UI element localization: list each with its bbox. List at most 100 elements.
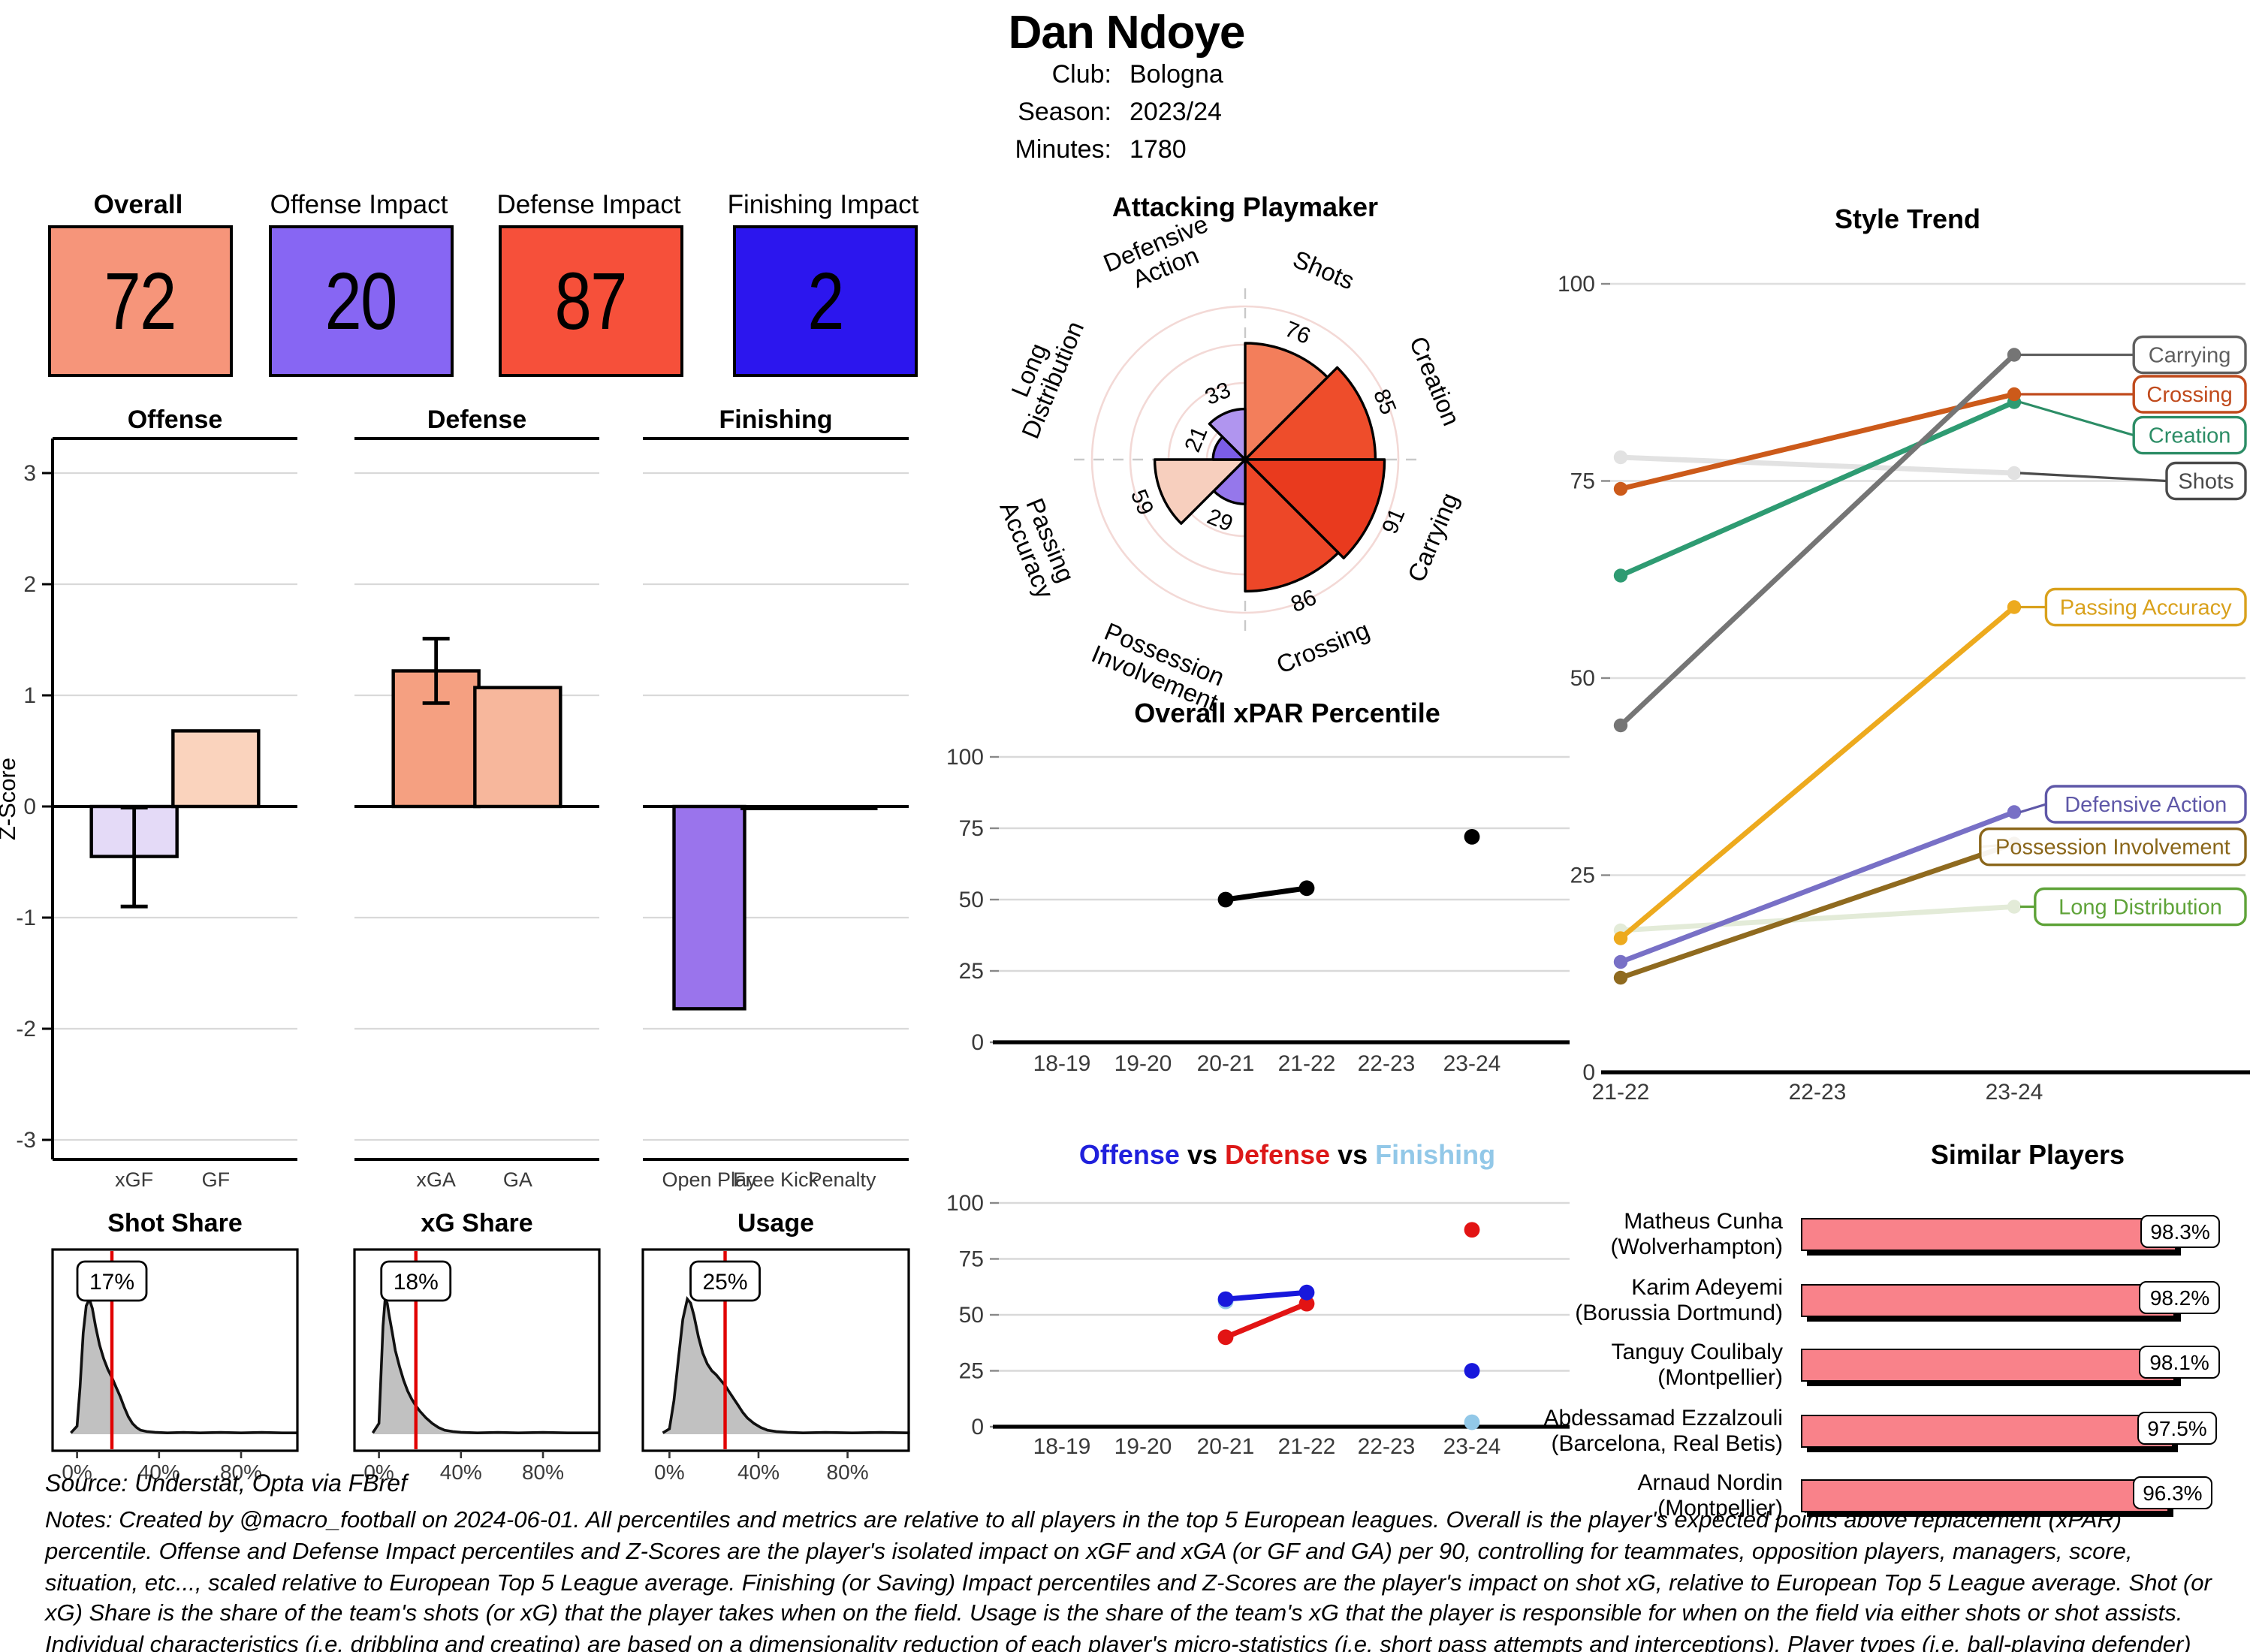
similarity-bar — [1801, 1218, 2176, 1251]
density-fill — [662, 1299, 910, 1434]
offense-impact-score: 20 — [325, 256, 398, 346]
series-label: Defensive Action — [2064, 793, 2227, 817]
similar-players-title: Similar Players — [1930, 1140, 2125, 1170]
footer-notes: Source: Understat, Opta via FBref Notes:… — [45, 1472, 2220, 1652]
y-tick-label: 25 — [959, 959, 984, 984]
bar-label: Free Kick — [733, 1168, 819, 1191]
similar-player-row: Abdessamad Ezzalzouli (Barcelona, Real Be… — [1502, 1398, 2253, 1464]
y-tick-label: 0 — [23, 794, 36, 819]
point-Finishing — [1464, 1414, 1480, 1430]
x-tick-label: 19-20 — [1114, 1434, 1172, 1459]
share-value-box — [380, 1260, 452, 1302]
sector-value: 33 — [1202, 378, 1234, 410]
offense-defense-finishing-line-chart: Offense vs Defense vs Finishing 0 25 50 75 10… — [946, 1139, 1570, 1459]
notes-text: Notes: Created by @macro_football on 202… — [45, 1508, 2212, 1652]
category-label: Carrying — [1402, 489, 1464, 586]
series-line-Passing Accuracy — [1618, 604, 2017, 941]
point-Passing Accuracy — [2007, 600, 2022, 614]
series-label-box — [2044, 587, 2247, 627]
share-value: 18% — [394, 1270, 439, 1295]
point-xPAR — [1298, 880, 1315, 897]
radar-title: Attacking Playmaker — [1112, 191, 1378, 222]
series-line-Shots — [1618, 454, 2017, 476]
density-title: Shot Share — [107, 1209, 242, 1237]
similarity-bar — [1801, 1479, 2169, 1512]
player-name: Arnaud Nordin (Montpellier) — [1637, 1470, 1783, 1521]
minutes-row: Minutes: 1780 — [961, 135, 1352, 165]
season-row: Season: 2023/24 — [961, 98, 1352, 128]
similarity-score-badge: 98.3% — [2140, 1215, 2221, 1248]
defense-impact-score: 87 — [555, 256, 628, 346]
x-tick-label: 40% — [737, 1461, 780, 1484]
series-label-box — [2165, 461, 2247, 501]
point-xPAR — [1464, 829, 1480, 845]
similarity-score-badge: 97.5% — [2137, 1412, 2218, 1445]
series-label: Carrying — [2149, 344, 2231, 368]
x-tick-label: 18-19 — [1033, 1434, 1091, 1459]
share-value: 25% — [702, 1270, 747, 1295]
player-name: Matheus Cunha (Wolverhampton) — [1610, 1209, 1783, 1260]
y-tick-label: 75 — [1570, 469, 1595, 494]
x-tick-label: 23-24 — [1986, 1080, 2043, 1105]
x-tick-label: 23-24 — [1443, 1051, 1501, 1076]
x-tick-label: 0% — [62, 1461, 92, 1484]
finishing-impact-box: 2 — [733, 225, 918, 377]
point-Shots — [1613, 450, 1628, 465]
x-tick-label: 80% — [522, 1461, 564, 1484]
point-Crossing — [1613, 481, 1628, 496]
y-axis-label: Z-Score — [0, 758, 20, 840]
x-tick-label: 20-21 — [1197, 1434, 1255, 1459]
offense-impact-box: 20 — [269, 225, 454, 377]
similar-player-row: Tanguy Coulibaly (Montpellier) 98.1% — [1502, 1332, 2253, 1398]
sector-value: 29 — [1204, 504, 1236, 536]
similar-players-panel: Similar Players Matheus Cunha (Wolverhamp… — [1502, 1119, 2253, 1521]
series-label: Long Distribution — [2058, 896, 2222, 920]
bar-Open Play — [672, 804, 746, 1011]
category-label: Creation — [1404, 333, 1466, 430]
density-outline — [662, 1295, 910, 1435]
sector-value: 91 — [1377, 505, 1410, 537]
zscore-bar-chart: Offense -3 -2 -1 0 1 2 3 Z-Score xGF GF Defense xGA G… — [0, 405, 909, 1191]
bar-label: GF — [202, 1168, 231, 1191]
point-Defense — [1298, 1295, 1315, 1312]
category-label: Shots — [1289, 245, 1359, 294]
y-tick-label: 100 — [946, 745, 984, 770]
x-tick-label: 19-20 — [1114, 1051, 1172, 1076]
label-leader-line — [2019, 803, 2046, 814]
x-tick-label: 21-22 — [1592, 1080, 1650, 1105]
share-density-charts: Shot Share 17% 0% 40% 80% xG Share 18% 0% 40% 80%… — [51, 1209, 910, 1484]
point-Passing Accuracy — [1613, 931, 1628, 945]
y-tick-label: 0 — [971, 1030, 984, 1055]
x-tick-label: 80% — [827, 1461, 869, 1484]
point-Offense — [1217, 1291, 1234, 1307]
sector-value: 59 — [1126, 486, 1158, 518]
y-tick-label: 100 — [1558, 272, 1595, 297]
point-Possession Involvement — [1613, 970, 1628, 985]
panel-title: Finishing — [719, 405, 832, 434]
density-title: xG Share — [421, 1209, 532, 1237]
y-tick-label: -3 — [16, 1128, 36, 1153]
sector-value: 86 — [1287, 585, 1320, 617]
overall-score: 72 — [104, 256, 177, 346]
label-leader-line — [2019, 472, 2167, 483]
chart-title: Overall xPAR Percentile — [1134, 698, 1440, 728]
series-label: Crossing — [2146, 383, 2232, 407]
category-label: PassingAccuracy — [994, 488, 1083, 603]
similar-player-row: Matheus Cunha (Wolverhampton) 98.3% — [1502, 1201, 2253, 1268]
bar-label: xGF — [115, 1168, 153, 1191]
category-label: LongDistribution — [993, 307, 1090, 442]
similar-player-row: Arnaud Nordin (Montpellier) 96.3% — [1502, 1463, 2253, 1529]
panel-title: Defense — [427, 405, 526, 434]
point-Crossing — [2007, 387, 2022, 402]
point-Carrying — [1613, 718, 1628, 733]
point-Carrying — [2007, 348, 2022, 362]
player-style-radar-chart: Attacking Playmaker 76 Shots 85 Creation 91Ca… — [993, 191, 1466, 716]
season-label: Season: — [1018, 98, 1111, 126]
point-Defensive Action — [2007, 805, 2022, 819]
label-leader-line — [2019, 400, 2134, 437]
similarity-bar — [1801, 1349, 2176, 1382]
style-trend-line-chart: Style Trend 0 25 50 75 100 21-22 22-23 23-24 Long… — [1558, 203, 2250, 1105]
minutes-value: 1780 — [1130, 135, 1187, 164]
